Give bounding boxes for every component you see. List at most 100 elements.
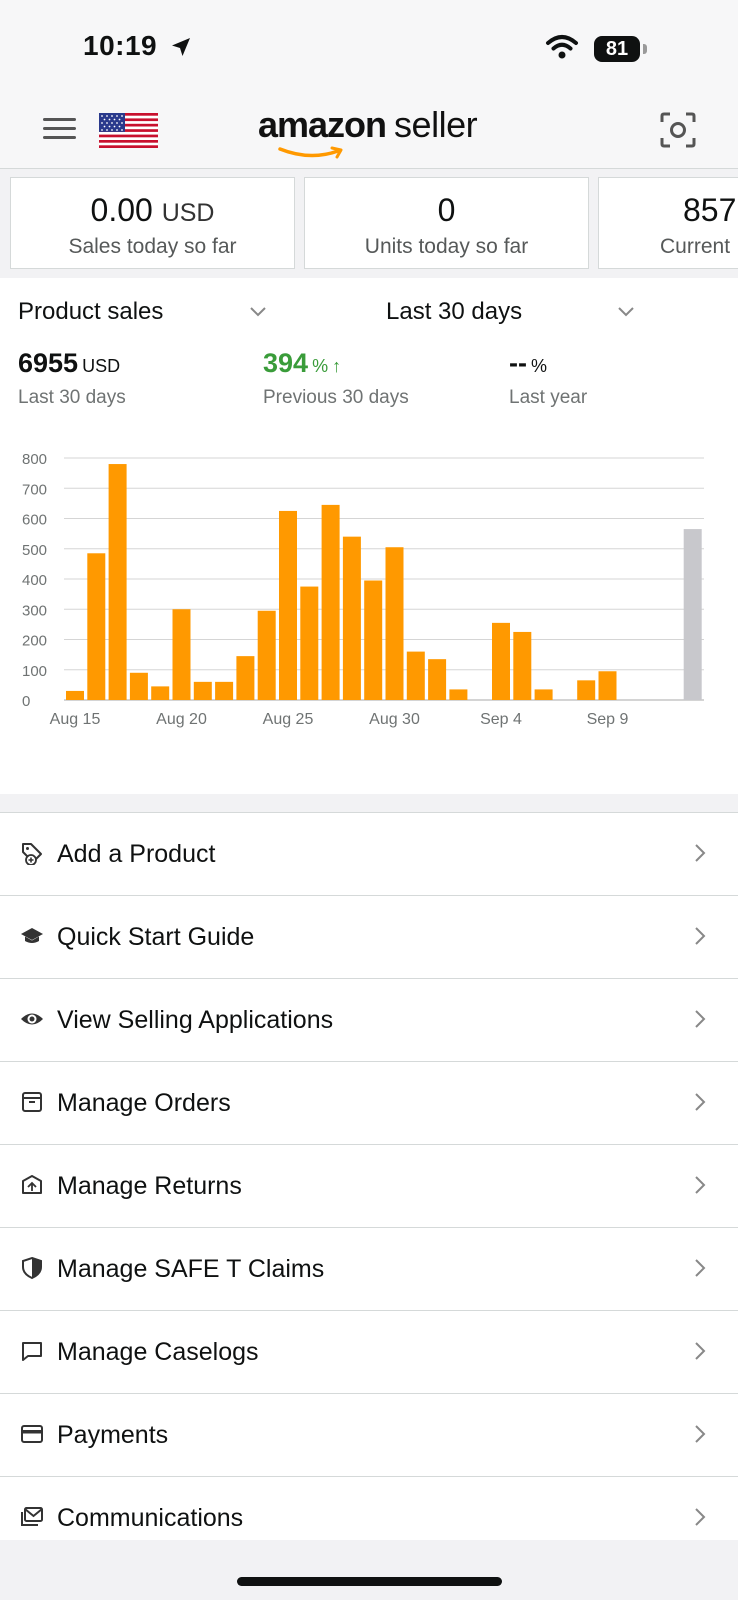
y-tick-label: 500 (22, 542, 47, 559)
chart-bar[interactable] (428, 659, 447, 700)
stat-value: 394% ↑ (263, 348, 409, 379)
home-indicator[interactable] (237, 1577, 502, 1586)
sales-bar-chart: 0 100 200 300 400 500 600 700 800 Aug 15 Aug 20 Aug… (0, 448, 738, 778)
chevron-down-icon[interactable] (617, 306, 635, 318)
chevron-right-icon (695, 1342, 706, 1360)
y-tick-label: 200 (22, 633, 47, 650)
menu-item-view-selling-applications[interactable]: View Selling Applications (0, 979, 738, 1062)
menu-item-manage-safe-t-claims[interactable]: Manage SAFE T Claims (0, 1228, 738, 1311)
chart-bar[interactable] (151, 686, 170, 700)
metric-card-current[interactable]: 857 Current (598, 177, 738, 269)
return-box-icon (22, 1175, 42, 1194)
chart-bar[interactable] (108, 464, 127, 700)
chart-bar[interactable] (66, 690, 84, 700)
metric-amount: 857 (683, 192, 737, 228)
chart-bar[interactable] (321, 504, 340, 700)
x-tick-label: Sep 4 (480, 711, 522, 728)
menu-item-label: View Selling Applications (57, 1005, 334, 1034)
chart-bar[interactable] (364, 580, 383, 700)
stat-previous-30-days: 394% ↑ Previous 30 days (263, 348, 409, 409)
metric-dropdown[interactable]: Product sales (18, 298, 164, 325)
status-time: 10:19 (83, 30, 158, 61)
chart-bar[interactable] (449, 689, 468, 700)
battery-cap (643, 44, 647, 54)
menu-item-quick-start-guide[interactable]: Quick Start Guide (0, 896, 738, 979)
y-tick-label: 300 (22, 602, 47, 619)
chart-bar[interactable] (385, 547, 404, 700)
y-tick-label: 600 (22, 512, 47, 529)
stat-value: --% (509, 348, 587, 379)
order-box-icon (22, 1092, 42, 1112)
sales-panel: Product sales Last 30 days 6955 USD Last … (0, 278, 738, 794)
menu-item-label: Manage Caselogs (57, 1337, 259, 1366)
chart-bar[interactable] (279, 510, 297, 700)
us-flag-icon[interactable] (99, 113, 158, 148)
chart-bar[interactable] (215, 681, 234, 700)
chart-bar[interactable] (257, 610, 276, 700)
amazon-seller-logo: amazon seller (258, 104, 478, 159)
stat-last-30-days: 6955 USD Last 30 days (18, 348, 126, 409)
logo-brand: amazon (258, 104, 387, 145)
bottom-safe-area (0, 1540, 738, 1600)
menu-item-label: Quick Start Guide (57, 922, 255, 951)
chart-bar[interactable] (534, 689, 553, 700)
app-header: amazon seller (0, 90, 738, 169)
stat-amount: -- (509, 348, 527, 378)
chat-bubble-icon (22, 1342, 42, 1361)
chevron-right-icon (695, 927, 706, 945)
chevron-right-icon (695, 1176, 706, 1194)
metric-unit: USD (161, 199, 215, 227)
scan-camera-icon[interactable] (660, 112, 696, 148)
metric-value: 0.00 USD (11, 192, 294, 229)
chart-bar[interactable] (193, 681, 212, 700)
metric-cards-strip: 0.00 USD Sales today so far 0 Units toda… (0, 169, 738, 278)
stat-unit: % (312, 356, 329, 376)
menu-item-manage-returns[interactable]: Manage Returns (0, 1145, 738, 1228)
chart-bar[interactable] (87, 553, 106, 700)
chart-bar[interactable] (129, 672, 148, 700)
chevron-down-icon[interactable] (249, 306, 267, 318)
menu-item-payments[interactable]: Payments (0, 1394, 738, 1477)
menu-item-manage-orders[interactable]: Manage Orders (0, 1062, 738, 1145)
stat-amount: 6955 (18, 348, 79, 378)
chart-bar[interactable] (342, 536, 361, 700)
stat-label: Last year (509, 387, 588, 408)
metric-value: 0 (305, 192, 588, 229)
stat-value: 6955 USD (18, 348, 126, 379)
menu-item-communications[interactable]: Communications (0, 1477, 738, 1560)
shield-icon (22, 1256, 42, 1280)
chart-bar[interactable] (513, 631, 532, 700)
chevron-right-icon (695, 1508, 706, 1526)
up-arrow-icon: ↑ (332, 356, 342, 376)
menu-list: Add a Product Quick Start Guide View Sel… (0, 812, 738, 1560)
chart-bar[interactable] (577, 680, 596, 700)
metric-amount: 0.00 (90, 192, 153, 228)
chart-bar[interactable] (172, 609, 191, 700)
chart-bar[interactable] (300, 586, 319, 700)
menu-item-label: Communications (57, 1503, 244, 1532)
hamburger-menu-icon[interactable] (43, 118, 76, 140)
metric-card-units-today[interactable]: 0 Units today so far (304, 177, 589, 269)
chart-bar[interactable] (236, 656, 255, 700)
metric-label: Current (660, 235, 731, 258)
menu-item-manage-caselogs[interactable]: Manage Caselogs (0, 1311, 738, 1394)
chart-bar[interactable] (492, 622, 510, 700)
y-tick-label: 800 (22, 451, 47, 468)
menu-item-add-product[interactable]: Add a Product (0, 813, 738, 896)
y-tick-label: 0 (22, 693, 30, 710)
metric-card-sales-today[interactable]: 0.00 USD Sales today so far (10, 177, 295, 269)
x-tick-label: Aug 30 (369, 711, 420, 728)
add-product-icon (22, 843, 42, 865)
menu-item-label: Payments (57, 1420, 169, 1449)
credit-card-icon (21, 1425, 43, 1443)
chevron-right-icon (695, 1259, 706, 1277)
metric-value: 857 (599, 192, 738, 229)
chevron-right-icon (695, 1093, 706, 1111)
graduation-cap-icon (21, 928, 43, 943)
chart-bar[interactable] (598, 671, 617, 700)
y-tick-label: 100 (22, 663, 47, 680)
chart-bar[interactable] (406, 651, 425, 700)
chart-bar[interactable] (683, 529, 702, 700)
menu-item-label: Manage Returns (57, 1171, 242, 1200)
period-dropdown[interactable]: Last 30 days (386, 298, 523, 325)
